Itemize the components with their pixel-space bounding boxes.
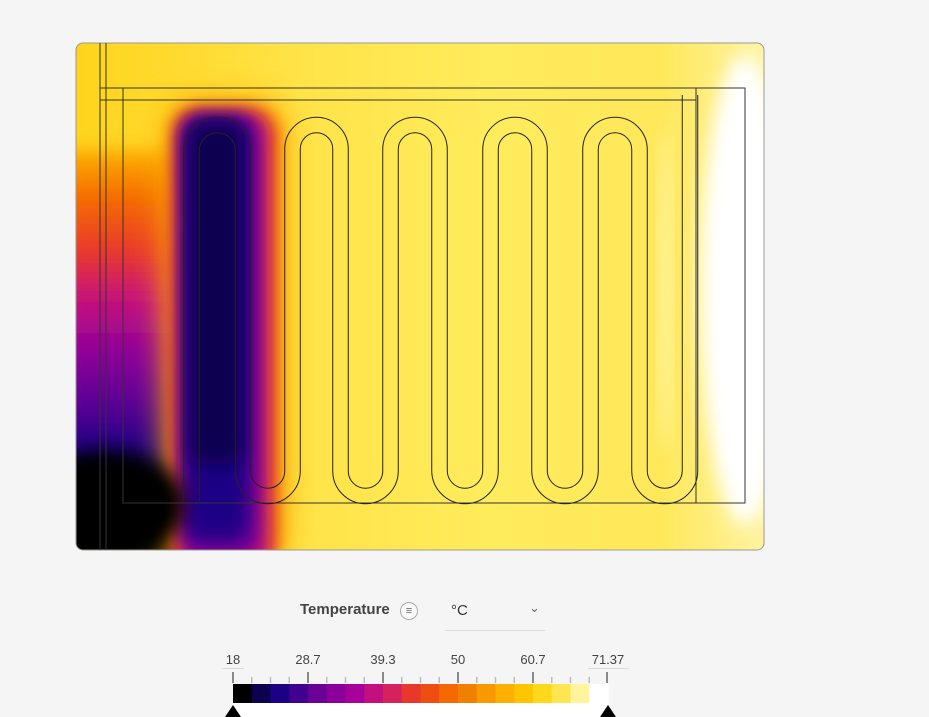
list-icon[interactable]: ≡ [400,602,418,620]
legend-color-band [439,684,459,703]
legend-color-band [251,684,271,703]
unit-value: °C [451,602,468,619]
legend-color-band [401,684,421,703]
legend-color-band [345,684,365,703]
legend-color-band [533,684,553,703]
legend-color-band [326,684,346,703]
min-handle[interactable] [225,705,241,717]
legend-tick-label: 60.7 [520,652,546,667]
legend-color-band [289,684,309,703]
legend-color-band [476,684,496,703]
legend-color-band [458,684,478,703]
legend-color-band [233,684,253,703]
legend-title: Temperature [300,601,390,618]
legend-tick-label: 39.3 [370,652,396,667]
max-handle[interactable] [600,705,616,717]
legend-color-band [308,684,328,703]
legend-color-band [420,684,440,703]
legend-color-band [514,684,534,703]
legend-color-band [589,684,609,703]
legend-color-band [364,684,384,703]
legend-tick-label[interactable]: 71.37 [587,652,629,669]
legend-tick-label: 50 [450,652,466,667]
legend-color-band [570,684,590,703]
chevron-down-icon: ⌄ [529,600,540,615]
legend-color-band [383,684,403,703]
legend-color-band [551,684,571,703]
legend-tick-label: 28.7 [295,652,321,667]
legend-color-band [270,684,290,703]
legend-range-track [233,703,608,717]
unit-dropdown[interactable]: °C ⌄ [445,596,545,631]
legend-tick-label[interactable]: 18 [221,652,245,669]
legend-color-band [495,684,515,703]
temperature-heatmap-viewer[interactable] [0,0,929,580]
serpentine-pipe [0,0,929,580]
color-legend-bar [225,672,616,717]
